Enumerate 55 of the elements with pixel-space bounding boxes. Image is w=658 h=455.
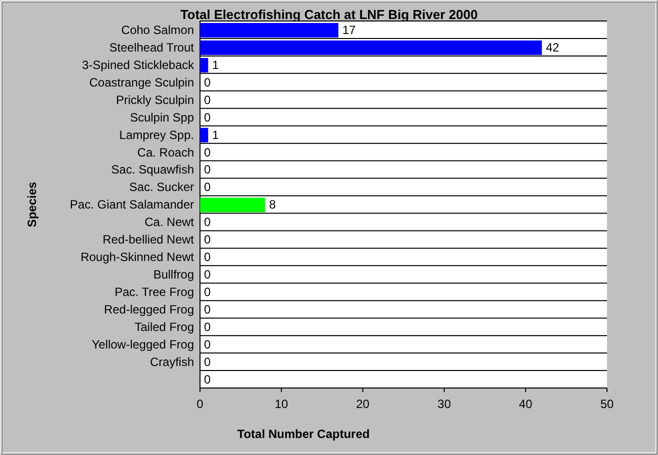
y-tick-label: Ca. Newt: [144, 215, 195, 230]
bar: [200, 128, 208, 142]
y-tick-label: Sac. Squawfish: [111, 162, 194, 177]
y-tick-label: Coastrange Sculpin: [89, 75, 194, 90]
data-label: 0: [204, 285, 211, 300]
y-tick-label: Crayfish: [150, 354, 194, 369]
bar: [200, 58, 208, 72]
data-label: 0: [204, 372, 211, 386]
y-tick-label: Steelhead Trout: [109, 40, 195, 54]
y-tick-label: Tailed Frog: [134, 320, 194, 334]
y-axis-title: Species: [25, 182, 39, 228]
y-tick-label: Rough-Skinned Newt: [80, 250, 195, 264]
data-label: 1: [212, 58, 220, 72]
y-tick-label: Lamprey Spp.: [119, 128, 194, 142]
y-tick-label: Bullfrog: [153, 268, 194, 282]
data-label: 0: [204, 302, 211, 317]
x-tick-label: 50: [600, 397, 614, 411]
data-label: 0: [204, 75, 211, 90]
data-label: 0: [204, 354, 211, 369]
data-label: 0: [204, 110, 211, 124]
y-tick-label: Prickly Sculpin: [116, 92, 194, 107]
data-label: 0: [204, 145, 211, 160]
data-label: 0: [204, 232, 211, 247]
data-label: 0: [204, 268, 211, 282]
y-tick-label: Ca. Roach: [137, 145, 194, 160]
y-tick-label: Sac. Sucker: [129, 180, 194, 194]
data-label: 0: [204, 162, 211, 177]
y-tick-label: Pac. Giant Salamander: [70, 198, 194, 212]
chart-title: Total Electrofishing Catch at LNF Big River 2000: [180, 7, 478, 22]
data-label: 0: [204, 180, 211, 194]
y-tick-label: Red-bellied Newt: [102, 232, 195, 247]
data-label: 0: [204, 92, 211, 107]
y-tick-label: Coho Salmon: [121, 22, 194, 37]
data-label: 0: [204, 338, 211, 352]
x-tick-label: 10: [274, 397, 288, 411]
data-label: 1: [212, 128, 220, 142]
data-label: 0: [204, 250, 211, 264]
y-tick-label: 3-Spined Stickleback: [82, 58, 195, 72]
y-tick-label: Red-legged Frog: [104, 302, 194, 317]
data-label: 42: [546, 40, 560, 54]
bar: [200, 23, 338, 38]
bar: [200, 198, 266, 212]
data-label: 0: [204, 215, 211, 230]
bar: [200, 40, 542, 55]
data-label: 0: [204, 320, 211, 334]
y-tick-label: Pac. Tree Frog: [114, 285, 194, 300]
y-tick-label: Yellow-legged Frog: [92, 338, 194, 352]
x-tick-label: 30: [438, 397, 452, 411]
data-label: 17: [342, 22, 356, 37]
x-tick-label: 0: [196, 397, 204, 411]
data-label: 8: [269, 198, 276, 212]
x-tick-label: 40: [518, 397, 533, 411]
x-axis-title: Total Number Captured: [237, 427, 370, 441]
y-tick-label: Sculpin Spp: [130, 110, 194, 124]
x-tick-label: 20: [356, 397, 370, 411]
